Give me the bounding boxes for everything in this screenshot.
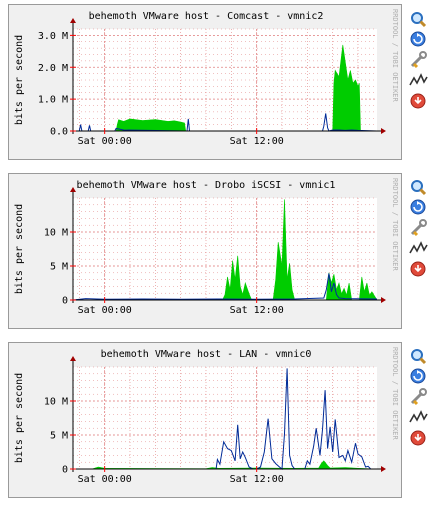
- x-tick-label: Sat 00:00: [78, 474, 132, 485]
- zoom-icon[interactable]: [408, 347, 430, 365]
- watermark: RRDTOOL / TOBI OETIKER: [391, 178, 399, 272]
- watermark: RRDTOOL / TOBI OETIKER: [391, 9, 399, 103]
- traffic-chart-lan: 0 5 M 10 M Sat 00:00 Sat 12:00 behemoth VMwar…: [9, 343, 403, 499]
- y-tick-label: 0: [62, 296, 68, 307]
- chart-title: behemoth VMware host - Comcast - vmnic2: [89, 11, 324, 22]
- x-tick-label: Sat 12:00: [230, 136, 284, 147]
- refresh-icon[interactable]: [408, 30, 430, 48]
- y-axis-arrow: [70, 356, 76, 361]
- graph-panel-lan: 0 5 M 10 M Sat 00:00 Sat 12:00 behemoth VMwar…: [8, 342, 402, 498]
- chart-title: behemoth VMware host - Drobo iSCSI - vmn…: [77, 180, 336, 191]
- refresh-icon[interactable]: [408, 198, 430, 216]
- x-tick-label: Sat 00:00: [78, 305, 132, 316]
- close-icon[interactable]: [408, 429, 430, 447]
- y-tick-label: 5 M: [50, 262, 68, 273]
- close-icon[interactable]: [408, 260, 430, 278]
- y-tick-label: 0: [62, 465, 68, 476]
- tools-icon[interactable]: [408, 51, 430, 69]
- graph-panel-comcast: 0.0 1.0 M 2.0 M 3.0 M Sat 00:00 Sat 12:00 behe…: [8, 4, 402, 160]
- y-axis-arrow: [70, 18, 76, 23]
- y-axis-label: bits per second: [14, 35, 25, 125]
- x-tick-label: Sat 12:00: [230, 474, 284, 485]
- y-axis-arrow: [70, 187, 76, 192]
- graph-icon[interactable]: [408, 408, 430, 426]
- x-axis-arrow: [381, 297, 386, 303]
- x-axis-arrow: [381, 128, 386, 134]
- graph-icon[interactable]: [408, 71, 430, 89]
- plot-area: [73, 367, 377, 469]
- y-tick-label: 2.0 M: [38, 63, 68, 74]
- y-tick-label: 10 M: [44, 228, 68, 239]
- x-tick-label: Sat 12:00: [230, 305, 284, 316]
- close-icon[interactable]: [408, 92, 430, 110]
- tools-icon[interactable]: [408, 388, 430, 406]
- tools-icon[interactable]: [408, 219, 430, 237]
- zoom-icon[interactable]: [408, 10, 430, 28]
- graph-panel-drobo: 0 5 M 10 M Sat 00:00 Sat 12:00 behemoth VMwar…: [8, 173, 402, 329]
- y-axis-label: bits per second: [14, 373, 25, 463]
- traffic-chart-comcast: 0.0 1.0 M 2.0 M 3.0 M Sat 00:00 Sat 12:00 behe…: [9, 5, 403, 161]
- x-tick-label: Sat 00:00: [78, 136, 132, 147]
- traffic-chart-drobo: 0 5 M 10 M Sat 00:00 Sat 12:00 behemoth VMwar…: [9, 174, 403, 330]
- y-axis-label: bits per second: [14, 204, 25, 294]
- watermark: RRDTOOL / TOBI OETIKER: [391, 347, 399, 441]
- chart-title: behemoth VMware host - LAN - vmnic0: [101, 349, 312, 360]
- y-tick-label: 5 M: [50, 431, 68, 442]
- x-axis-arrow: [381, 466, 386, 472]
- graph-icon[interactable]: [408, 239, 430, 257]
- y-tick-label: 0.0: [50, 127, 68, 138]
- refresh-icon[interactable]: [408, 367, 430, 385]
- y-tick-label: 10 M: [44, 397, 68, 408]
- zoom-icon[interactable]: [408, 178, 430, 196]
- y-tick-label: 1.0 M: [38, 95, 68, 106]
- y-tick-label: 3.0 M: [38, 31, 68, 42]
